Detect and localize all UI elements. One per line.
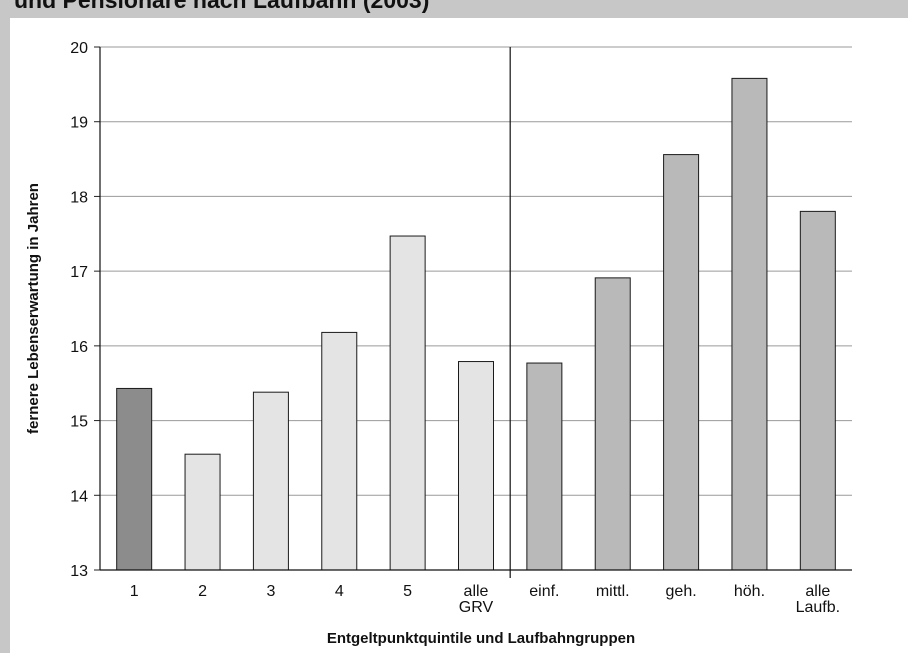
y-axis-title: fernere Lebenserwartung in Jahren bbox=[25, 183, 42, 434]
x-tick-label-line: GRV bbox=[459, 599, 494, 616]
bar bbox=[252, 391, 289, 571]
x-tick-label: 3 bbox=[266, 583, 275, 600]
x-tick-label: 5 bbox=[403, 583, 412, 600]
y-tick-label: 14 bbox=[70, 488, 88, 505]
header-band bbox=[0, 0, 908, 18]
x-tick-label: höh. bbox=[734, 583, 765, 600]
bar bbox=[663, 154, 700, 571]
bar bbox=[321, 331, 358, 571]
bar bbox=[526, 362, 563, 571]
x-tick-label-line: mittl. bbox=[596, 583, 630, 600]
bar bbox=[116, 387, 153, 571]
x-tick-label: 4 bbox=[335, 583, 344, 600]
y-tick-label: 15 bbox=[70, 414, 88, 431]
x-tick-label-line: 5 bbox=[403, 583, 412, 600]
x-tick-label: geh. bbox=[666, 583, 697, 600]
y-tick-label: 18 bbox=[70, 189, 88, 206]
x-tick-label-line: alle bbox=[464, 583, 489, 600]
x-tick-label-line: 4 bbox=[335, 583, 344, 600]
x-tick-label: 1 bbox=[130, 583, 139, 600]
x-tick-label: mittl. bbox=[596, 583, 630, 600]
page-title: und Pensionäre nach Laufbahn (2003) bbox=[14, 0, 430, 13]
x-tick-label-line: 3 bbox=[266, 583, 275, 600]
y-tick-label: 19 bbox=[70, 115, 88, 132]
bar bbox=[731, 77, 768, 571]
x-tick-label: einf. bbox=[529, 583, 559, 600]
y-tick-label: 16 bbox=[70, 339, 88, 356]
x-tick-label: 2 bbox=[198, 583, 207, 600]
bar bbox=[389, 235, 426, 571]
x-tick-label-line: alle bbox=[805, 583, 830, 600]
x-tick-label: alle Laufb. bbox=[796, 583, 840, 616]
y-tick-label: 17 bbox=[70, 264, 88, 281]
x-tick-label-line: einf. bbox=[529, 583, 559, 600]
x-tick-label-line: 2 bbox=[198, 583, 207, 600]
x-tick-label-line: Laufb. bbox=[796, 599, 840, 616]
x-tick-label-line: geh. bbox=[666, 583, 697, 600]
bar bbox=[458, 361, 494, 571]
x-tick-label-line: 1 bbox=[130, 583, 139, 600]
y-tick-label: 20 bbox=[70, 40, 88, 57]
x-axis-title: Entgeltpunktquintile und Laufbahngruppen bbox=[327, 630, 635, 647]
y-tick-label: 13 bbox=[70, 563, 88, 580]
x-tick-label: alle GRV bbox=[459, 583, 494, 616]
x-tick-label-line: höh. bbox=[734, 583, 765, 600]
left-border bbox=[0, 0, 10, 653]
bar bbox=[594, 277, 631, 571]
bar bbox=[184, 453, 221, 571]
bar bbox=[799, 210, 836, 571]
